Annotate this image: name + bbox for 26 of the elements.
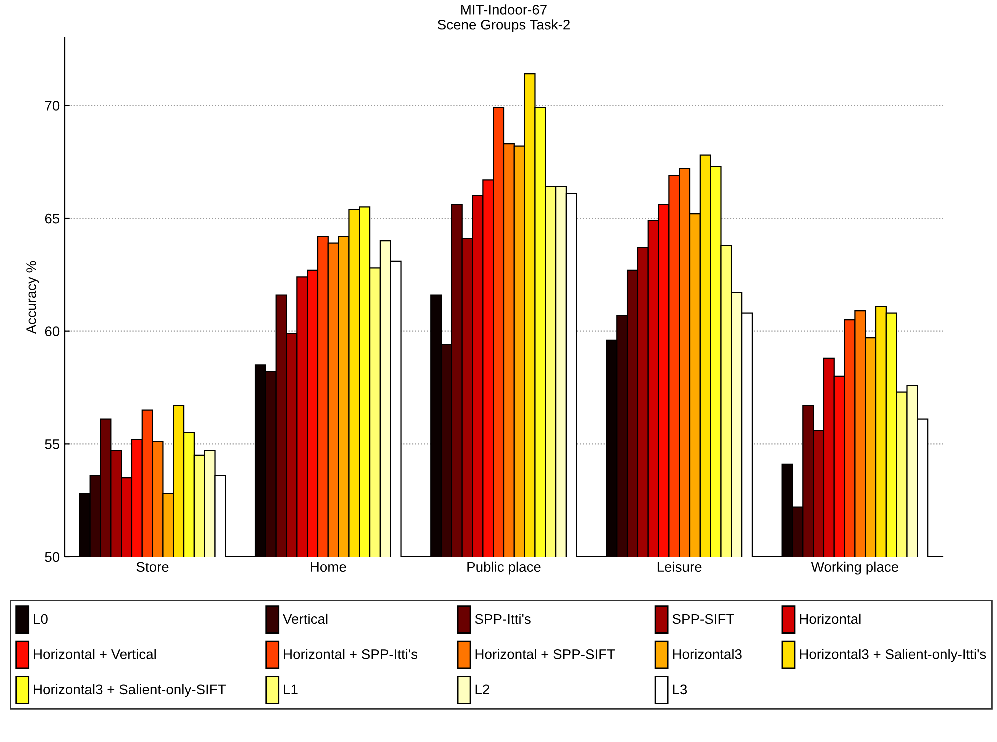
legend-label: SPP-SIFT — [672, 614, 734, 624]
legend-label: SPP-Itti's — [475, 614, 531, 624]
x-tick-label: Leisure — [658, 562, 702, 572]
legend-label: Horizontal3 + Salient-only-Itti's — [800, 649, 986, 662]
y-tick-label: 65 — [45, 214, 60, 224]
x-tick-label: Working place — [811, 562, 898, 575]
legend-label: Horizontal + Vertical — [34, 649, 156, 660]
x-tick-label: Public place — [468, 562, 541, 575]
legend-label: Vertical — [283, 614, 328, 624]
y-tick-label: 70 — [45, 101, 60, 111]
y-tick-label: 55 — [45, 440, 60, 450]
y-axis-title: Accuracy % — [26, 261, 40, 334]
legend-label: L2 — [476, 684, 490, 694]
legend-label: Horizontal3 — [673, 649, 742, 660]
x-tick-label: Store — [136, 562, 169, 572]
y-tick-label: 60 — [45, 326, 60, 337]
x-tick-label: Home — [311, 562, 346, 572]
legend-label: Horizontal — [800, 614, 861, 624]
legend-label: L3 — [673, 684, 688, 695]
legend-label: Horizontal + SPP-Itti's — [284, 649, 418, 660]
y-tick-label: 50 — [45, 552, 60, 562]
legend-label: Horizontal + SPP-SIFT — [476, 649, 616, 660]
legend-label: L1 — [284, 684, 298, 694]
legend-label: Horizontal3 + Salient-only-SIFT — [34, 684, 226, 698]
legend-label: L0 — [34, 614, 48, 624]
chart-title: MIT-Indoor-67 Scene Groups Task-2 — [438, 4, 570, 33]
